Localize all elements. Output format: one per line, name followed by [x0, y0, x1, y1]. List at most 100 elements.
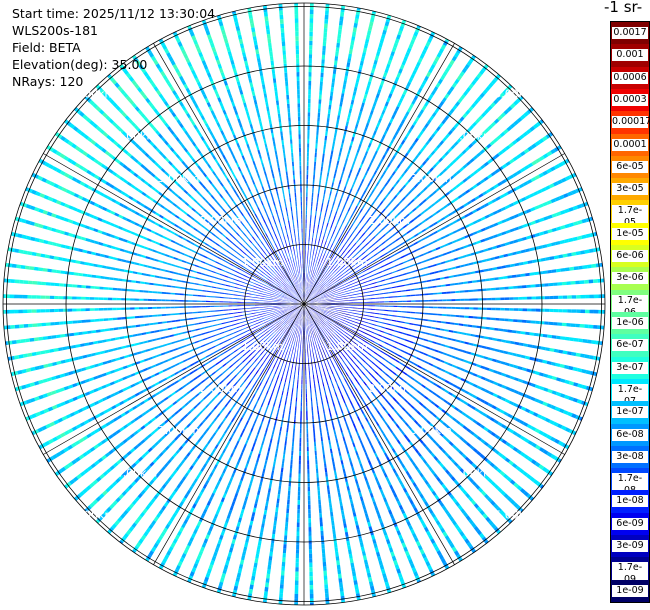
data-bin: [93, 263, 98, 268]
data-bin: [366, 308, 371, 310]
data-bin: [422, 404, 427, 410]
data-bin: [299, 321, 301, 326]
data-bin: [232, 468, 237, 474]
data-bin: [548, 321, 554, 326]
data-bin: [252, 567, 257, 572]
data-bin: [472, 325, 477, 328]
data-bin: [361, 311, 366, 313]
data-bin: [368, 440, 373, 446]
data-bin: [309, 321, 311, 326]
data-bin: [460, 388, 466, 393]
data-bin: [396, 347, 401, 351]
data-bin: [154, 222, 160, 227]
data-bin: [187, 511, 193, 517]
data-bin: [379, 309, 385, 311]
data-bin: [68, 371, 74, 376]
data-bin: [348, 386, 352, 391]
data-bin: [232, 242, 237, 247]
data-bin: [324, 417, 327, 423]
data-bin: [94, 308, 99, 311]
data-bin: [215, 242, 220, 247]
data-bin: [69, 271, 75, 276]
data-bin: [499, 470, 506, 477]
data-bin: [435, 357, 441, 362]
data-bin: [353, 334, 358, 337]
data-bin: [304, 306, 306, 309]
data-bin: [472, 383, 478, 388]
data-bin: [394, 435, 399, 441]
data-bin: [432, 320, 437, 323]
data-bin: [58, 256, 63, 261]
data-bin: [316, 477, 320, 482]
data-bin: [221, 269, 226, 272]
data-bin: [449, 516, 455, 522]
data-bin: [211, 232, 216, 237]
data-bin: [206, 500, 212, 506]
data-bin: [321, 363, 324, 369]
data-bin: [174, 214, 180, 219]
data-bin: [290, 318, 294, 322]
data-bin: [214, 428, 219, 434]
data-bin: [228, 297, 233, 299]
data-bin: [216, 480, 221, 486]
data-bin: [308, 504, 311, 510]
data-bin: [80, 261, 85, 265]
data-bin: [288, 336, 291, 342]
data-bin: [491, 405, 497, 410]
data-bin: [182, 274, 187, 277]
data-bin: [383, 331, 389, 335]
data-bin: [220, 252, 225, 256]
data-bin: [269, 312, 275, 315]
data-bin: [199, 253, 204, 257]
data-bin: [392, 345, 397, 349]
data-bin: [163, 328, 169, 331]
data-bin: [456, 554, 462, 560]
data-bin: [498, 328, 504, 332]
data-bin: [232, 361, 237, 366]
data-bin: [350, 438, 354, 444]
data-bin: [256, 289, 262, 292]
data-bin: [428, 410, 434, 415]
data-bin: [180, 319, 185, 322]
data-bin: [390, 350, 395, 354]
data-bin: [151, 364, 156, 369]
data-bin: [186, 239, 191, 243]
data-bin: [535, 308, 541, 312]
data-bin: [98, 241, 104, 246]
data-bin: [184, 472, 189, 478]
data-bin: [261, 271, 266, 275]
data-bin: [266, 496, 270, 502]
data-bin: [163, 277, 169, 280]
data-bin: [547, 388, 553, 394]
data-bin: [413, 387, 418, 392]
data-bin: [315, 323, 319, 327]
data-bin: [386, 505, 391, 511]
data-bin: [263, 335, 267, 339]
data-bin: [220, 497, 225, 503]
data-bin: [396, 439, 401, 445]
data-bin: [188, 336, 193, 339]
data-bin: [334, 307, 340, 309]
data-bin: [484, 493, 490, 500]
data-bin: [9, 247, 15, 253]
data-bin: [455, 356, 460, 361]
data-bin: [215, 291, 220, 294]
data-bin: [172, 278, 177, 282]
data-bin: [208, 400, 213, 405]
data-bin: [162, 368, 168, 373]
data-bin: [497, 383, 503, 388]
data-bin: [521, 393, 528, 398]
data-bin: [343, 345, 348, 350]
data-bin: [457, 331, 463, 335]
data-bin: [399, 326, 404, 329]
data-bin: [119, 356, 125, 360]
data-bin: [461, 534, 468, 541]
data-bin: [291, 333, 294, 338]
data-bin: [279, 426, 282, 432]
data-bin: [311, 343, 313, 348]
data-bin: [126, 364, 132, 368]
data-bin: [297, 343, 299, 349]
data-bin: [272, 301, 278, 303]
data-bin: [274, 312, 279, 315]
data-bin: [319, 369, 322, 374]
